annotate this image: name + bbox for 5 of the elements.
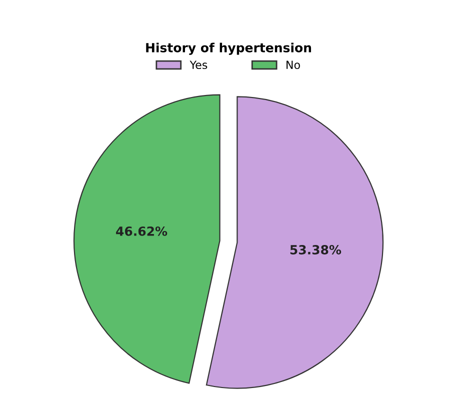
data-label: 53.38% xyxy=(290,245,342,254)
legend-label: Yes xyxy=(190,60,208,70)
legend-label: No xyxy=(286,60,300,70)
legend-title: History of hypertension xyxy=(146,42,312,55)
data-label: 46.62% xyxy=(116,226,168,236)
